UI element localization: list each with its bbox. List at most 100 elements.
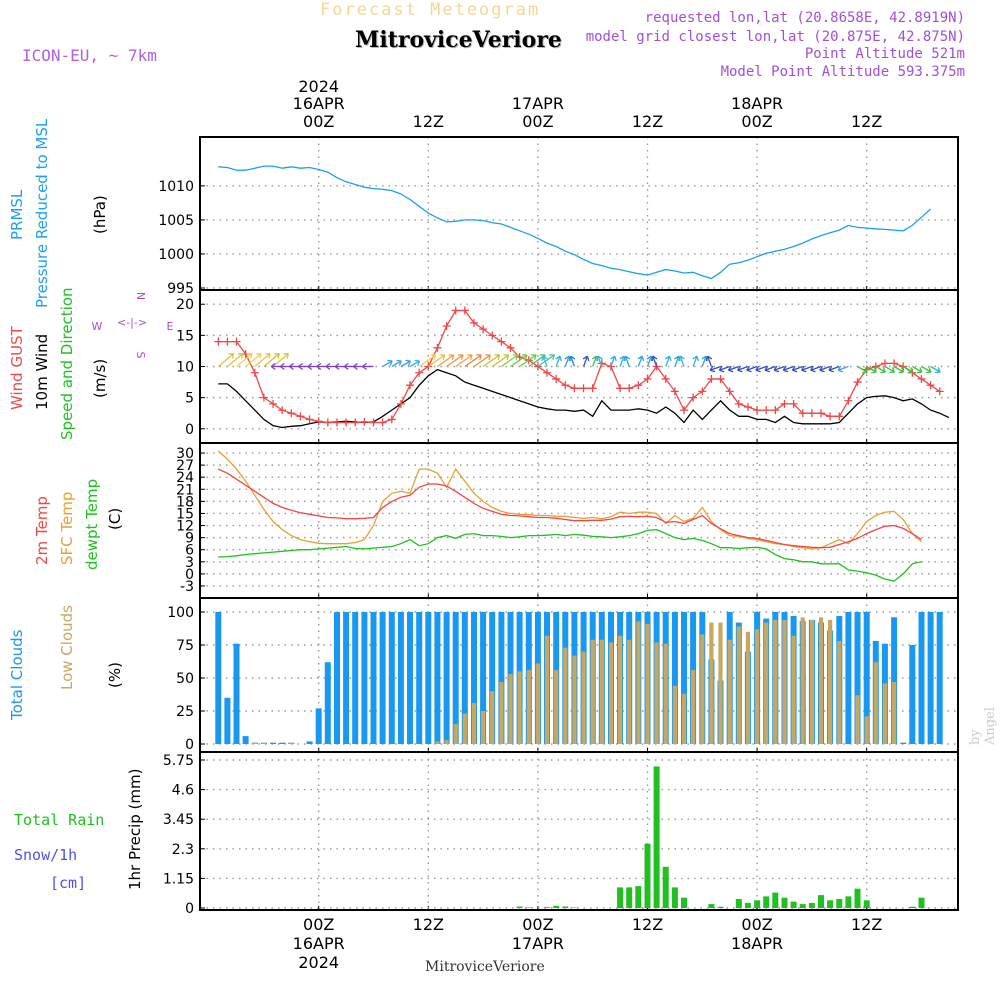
rain-bar [781, 897, 788, 908]
gust-marker [634, 381, 643, 390]
total-cloud-bar [681, 612, 687, 744]
wind-direction-arrow [866, 365, 877, 374]
gust-marker [762, 406, 771, 415]
arrow-shaft [921, 365, 932, 373]
rain-bar [516, 906, 523, 908]
wind-direction-arrow [902, 365, 914, 374]
total-cloud-bar [233, 643, 240, 744]
low-cloud-bar [700, 634, 705, 744]
gust-marker [360, 417, 369, 426]
total-cloud-bar [845, 612, 852, 744]
arrow-shaft [263, 353, 280, 367]
wind-direction-arrow [455, 354, 473, 368]
gust-marker [689, 393, 698, 402]
wind-direction-arrow [810, 365, 822, 373]
wind-direction-arrow [568, 355, 576, 367]
wind-direction-arrow [491, 354, 510, 368]
gust-marker [926, 381, 935, 390]
arrow-shaft [501, 354, 519, 368]
arrow-head [316, 362, 322, 371]
total-cloud-bar [407, 612, 413, 744]
y-tick-label: 2.3 [172, 842, 194, 858]
rain-bar [708, 904, 715, 908]
arrow-head [362, 362, 367, 371]
rain-bar [617, 887, 624, 908]
arrow-shaft [427, 354, 446, 368]
arrow-head [862, 367, 868, 374]
arrow-shaft [665, 355, 671, 367]
gust-marker [789, 399, 798, 408]
total-cloud-bar [315, 708, 322, 744]
low-cloud-bar [654, 642, 659, 744]
arrow-head [746, 365, 752, 373]
total-cloud-bar [379, 612, 386, 744]
wind-label-gust: Wind GUST [8, 325, 26, 410]
compass-cross: <-|-> [117, 316, 147, 329]
arrow-shaft [652, 355, 658, 367]
rain-bar [854, 888, 861, 908]
gust-marker [269, 399, 278, 408]
arrow-shaft [737, 365, 749, 371]
y-tick-label: 6 [185, 543, 194, 559]
gust-marker [670, 387, 679, 396]
gust-marker [479, 325, 488, 334]
low-cloud-bar [252, 742, 257, 744]
low-cloud-bar [718, 622, 723, 744]
y-tick-label: 995 [167, 281, 194, 297]
precip-label-rain: Total Rain [14, 811, 104, 829]
gust-marker [305, 415, 314, 424]
total-cloud-bar [388, 612, 395, 744]
arrow-head [255, 352, 262, 359]
arrow-shaft [792, 365, 803, 371]
arrow-shaft [679, 355, 685, 367]
total-cloud-bar [900, 742, 907, 744]
wind-direction-arrow [418, 354, 437, 368]
bottom-time-label: 17APR [512, 934, 564, 953]
gust-marker [771, 406, 780, 415]
total-cloud-bar [334, 612, 340, 744]
wind-direction-arrow [409, 359, 421, 368]
gust-marker [497, 337, 506, 346]
y-tick-label: 5.75 [163, 753, 194, 769]
wind-direction-arrow [382, 359, 393, 368]
arrow-shaft [446, 354, 464, 368]
arrow-head [325, 362, 331, 371]
arrow-head [298, 362, 303, 371]
rain-bar [790, 901, 797, 908]
temp-label-sfc: SFC Temp [58, 492, 76, 565]
wind-direction-arrow [875, 365, 886, 374]
arrow-shaft [610, 355, 616, 367]
total-cloud-bar [370, 612, 377, 744]
wind-direction-arrow [391, 359, 402, 368]
gust-marker [935, 387, 944, 396]
y-tick-label: 10 [176, 360, 194, 376]
wind-direction-arrow [473, 354, 491, 368]
gust-marker [287, 409, 296, 418]
rain-bar [836, 899, 843, 908]
wind-direction-arrow [678, 355, 685, 367]
arrow-head [343, 362, 349, 371]
gust-marker [853, 378, 862, 387]
gust-marker [880, 359, 889, 368]
arrow-shaft [707, 355, 713, 367]
total-cloud-bar [434, 612, 441, 744]
wind-direction-arrow [537, 354, 555, 368]
low-cloud-bar [791, 635, 796, 744]
low-cloud-bar [873, 662, 878, 744]
compass-east: E [167, 320, 174, 333]
gust-marker [835, 412, 844, 421]
closest-coords: model grid closest lon,lat (20.875E, 42.… [585, 29, 965, 45]
wind10m-line [218, 368, 950, 429]
arrow-head [889, 367, 896, 374]
gust-marker [826, 412, 835, 421]
wind-direction-arrow [555, 355, 563, 367]
gust-marker [625, 384, 634, 393]
y-tick-label: 1005 [158, 213, 194, 229]
gust-marker [890, 359, 899, 368]
low-cloud-bar [855, 695, 860, 744]
rain-bar [562, 906, 569, 908]
wind-direction-arrow [482, 354, 501, 368]
arrow-shaft [382, 360, 393, 368]
gust-marker [871, 362, 880, 371]
